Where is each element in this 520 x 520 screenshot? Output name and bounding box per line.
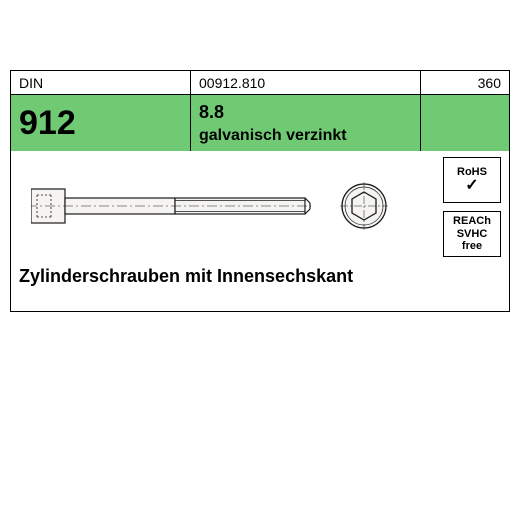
din-number-cell: 912 (11, 95, 191, 151)
reach-line2: SVHC (457, 228, 488, 241)
din-number: 912 (19, 106, 182, 140)
reach-line1: REACh (453, 215, 491, 228)
spec-row: 912 8.8 galvanisch verzinkt (11, 95, 509, 151)
finish-text: galvanisch verzinkt (199, 127, 412, 145)
page-reference: 360 (421, 71, 509, 94)
body-area: Zylinderschrauben mit Innensechskant RoH… (11, 151, 509, 311)
screw-illustration (31, 181, 389, 231)
standard-label: DIN (11, 71, 191, 94)
header-row: DIN 00912.810 360 (11, 71, 509, 95)
product-title: Zylinderschrauben mit Innensechskant (19, 266, 353, 287)
compliance-badges: RoHS ✓ REACh SVHC free (443, 157, 501, 257)
reach-line3: free (462, 240, 482, 253)
screw-top-view-icon (339, 181, 389, 231)
strength-finish-cell: 8.8 galvanisch verzinkt (191, 95, 421, 151)
strength-class: 8.8 (199, 102, 412, 123)
product-code: 00912.810 (191, 71, 421, 94)
check-icon: ✓ (465, 178, 478, 194)
spec-spare-cell (421, 95, 509, 151)
rohs-badge: RoHS ✓ (443, 157, 501, 203)
product-spec-card: DIN 00912.810 360 912 8.8 galvanisch ver… (10, 70, 510, 312)
screw-side-view-icon (31, 181, 311, 231)
reach-badge: REACh SVHC free (443, 211, 501, 257)
